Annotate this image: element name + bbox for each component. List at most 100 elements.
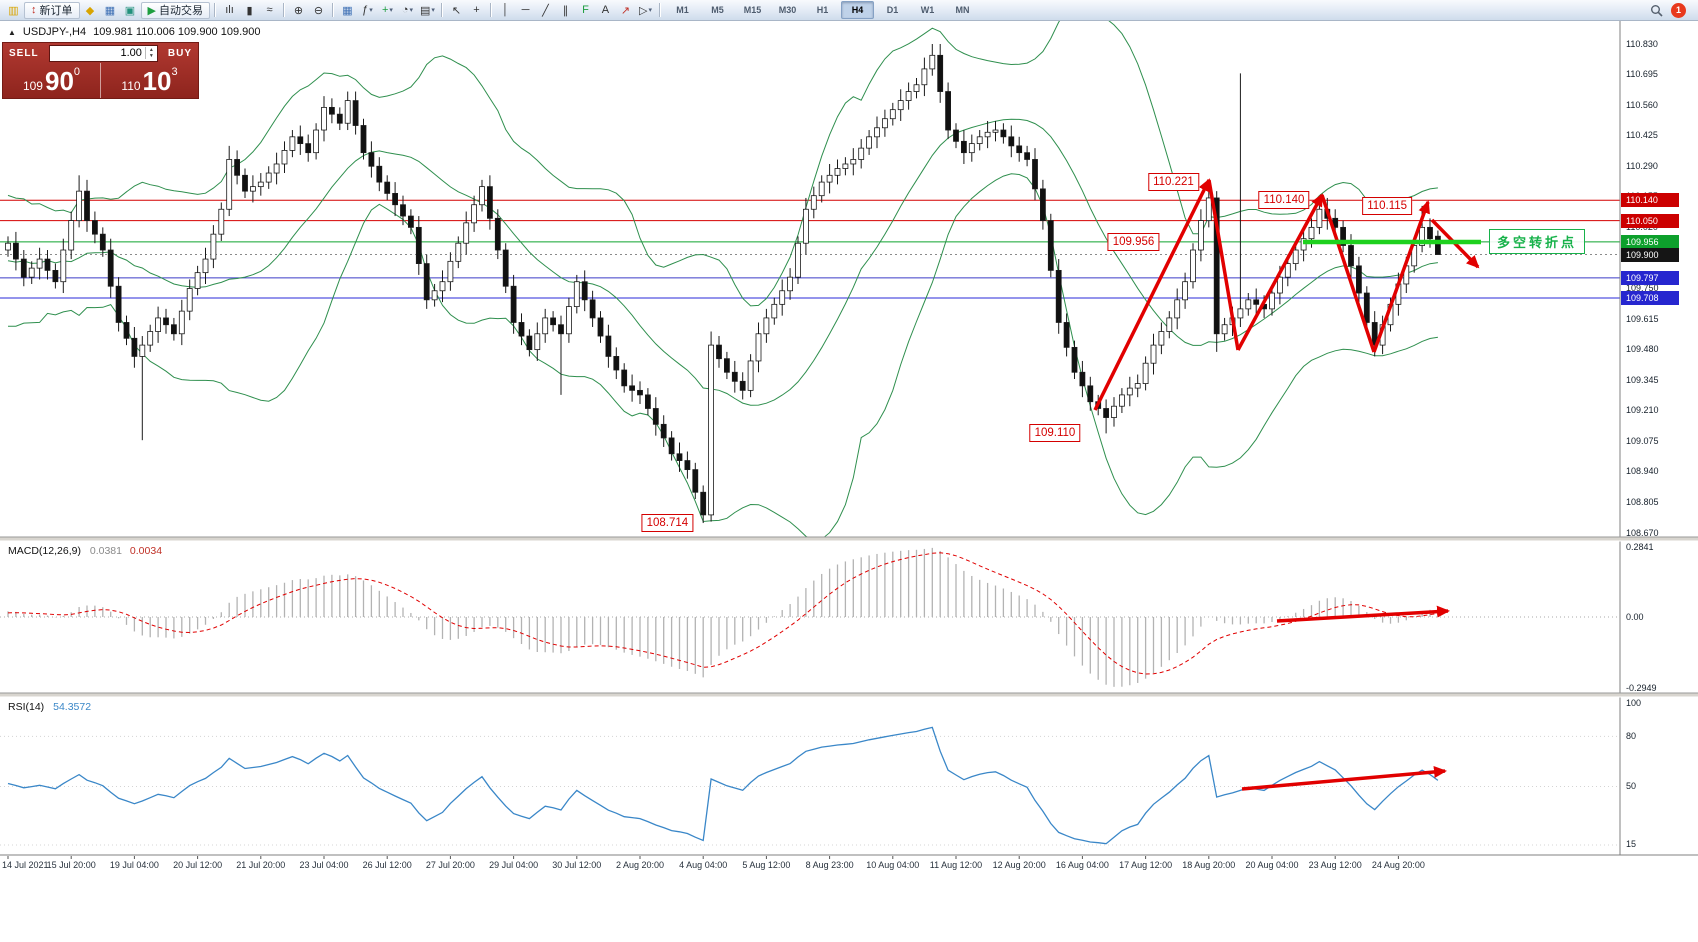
symbol-info: ▲ USDJPY-,H4 109.981 110.006 109.900 109… [8, 26, 261, 38]
periods-icon[interactable]: ◔ [398, 2, 417, 19]
time-axis-label: 20 Jul 12:00 [173, 860, 223, 870]
timeframe-button-MN[interactable]: MN [955, 5, 970, 15]
bar-chart-type-icon[interactable]: ılı [225, 4, 234, 16]
turning-point-label[interactable]: 多空转折点 [1489, 229, 1586, 254]
timeframe-button-M5[interactable]: M5 [711, 5, 724, 15]
rsi-axis-label: 80 [1626, 730, 1637, 741]
macd-axis-label: 0.2841 [1626, 542, 1654, 553]
tile-windows-icon[interactable]: ▦ [342, 4, 353, 17]
price-annotation[interactable]: 110.115 [1362, 196, 1413, 215]
market-watch-icon[interactable]: ▦ [104, 4, 116, 17]
pullback-line-1[interactable] [1207, 179, 1240, 351]
timeframe-button-H4[interactable]: H4 [840, 1, 874, 19]
price-annotation[interactable]: 110.221 [1148, 172, 1199, 191]
price-badge: 110.050 [1621, 213, 1679, 228]
data-window-icon[interactable]: ▣ [124, 4, 136, 17]
price-annotation[interactable]: 108.714 [641, 514, 694, 533]
add-indicator-icon[interactable]: + [378, 2, 397, 19]
timeframe-button-H1[interactable]: H1 [816, 5, 829, 15]
trendline-tool-icon[interactable]: ╱ [542, 4, 549, 17]
timeframe-button-D1[interactable]: D1 [886, 5, 899, 15]
zoom-out-icon[interactable]: ⊖ [313, 4, 324, 17]
rally-arrow-1[interactable] [1093, 178, 1211, 411]
timeframe-button-M1[interactable]: M1 [676, 5, 689, 15]
macd-histogram [7, 547, 1439, 687]
app-logo-icon[interactable]: ▥ [8, 4, 19, 17]
volume-spinner[interactable]: ▲ ▼ [144, 47, 157, 59]
time-axis-label: 18 Aug 20:00 [1182, 860, 1236, 870]
timeframe-button-W1[interactable]: W1 [920, 5, 935, 15]
buy-price-pip: 3 [171, 66, 178, 78]
horizontal-line-tool-icon[interactable]: ─ [521, 4, 530, 16]
buy-price-base: 110 [121, 79, 141, 93]
price-axis-label: 109.345 [1626, 374, 1659, 385]
sell-price-pip: 0 [73, 66, 81, 78]
rsi-trend-arrow[interactable] [1241, 765, 1447, 791]
buy-button[interactable]: BUY [167, 47, 192, 59]
pullback-line-2[interactable] [1320, 194, 1376, 353]
ohlc-values: 109.981 110.006 109.900 109.900 [93, 26, 261, 38]
sell-price-button[interactable]: 109 90 0 [3, 63, 100, 98]
macd-axis-label: 0.00 [1626, 611, 1644, 622]
indicators-list-icon[interactable]: ƒ [358, 2, 377, 19]
mql5-community-icon[interactable]: ◆ [85, 4, 95, 17]
autotrading-label: 自动交易 [158, 5, 203, 17]
notification-badge[interactable]: 1 [1671, 2, 1686, 18]
sell-price-main: 90 [44, 65, 74, 96]
macd-rsi-separator[interactable] [0, 693, 1698, 697]
time-axis-label: 10 Aug 04:00 [866, 860, 920, 870]
timeframe-button-M30[interactable]: M30 [778, 5, 797, 15]
price-badge: 109.708 [1621, 291, 1679, 305]
autotrading-icon: ▶ [147, 4, 156, 17]
crosshair-icon[interactable]: + [473, 4, 480, 16]
price-annotation[interactable]: 109.110 [1029, 424, 1081, 443]
time-axis-label: 14 Jul 2021 [2, 860, 49, 870]
toolbar-separator [213, 3, 216, 17]
line-chart-type-icon[interactable]: ≈ [266, 4, 273, 16]
toolbar-separator [658, 3, 661, 17]
rsi-axis-label: 50 [1626, 781, 1637, 791]
price-axis-label: 110.290 [1626, 160, 1658, 171]
symbol-marker-icon: ▲ [8, 27, 16, 37]
price-annotation[interactable]: 110.140 [1258, 191, 1310, 210]
rally-arrow-2[interactable] [1236, 193, 1324, 351]
spin-down-icon[interactable]: ▼ [148, 53, 154, 59]
time-axis-label: 19 Jul 04:00 [109, 860, 159, 870]
text-tool-icon[interactable]: A [601, 4, 610, 16]
fibonacci-tool-icon[interactable]: F [582, 4, 589, 16]
timeframe-button-M15[interactable]: M15 [743, 5, 762, 15]
time-axis-label: 5 Aug 12:00 [742, 860, 791, 870]
sell-button[interactable]: SELL [9, 47, 39, 59]
search-icon[interactable] [1647, 2, 1666, 19]
volume-input[interactable] [49, 46, 145, 60]
rsi-axis-label: 15 [1626, 839, 1637, 850]
chart-drawings[interactable] [1093, 178, 1481, 791]
price-level-lines[interactable] [0, 199, 1620, 299]
rally-arrow-3[interactable] [1372, 200, 1430, 353]
timeframe-toolbar: M1 M5 M15 M30 H1 H4 D1 W1 MN [665, 1, 980, 19]
volume-stepper[interactable]: ▲▼ [48, 44, 158, 62]
price-badge: 109.797 [1621, 270, 1679, 285]
new-order-label: 新订单 [39, 5, 73, 17]
cursor-icon[interactable]: ↖ [451, 4, 462, 17]
buy-price-button[interactable]: 110 10 3 [100, 63, 198, 98]
new-order-icon: ↕ [31, 4, 37, 16]
price-annotation[interactable]: 109.956 [1107, 232, 1160, 251]
autotrading-button[interactable]: ▶ 自动交易 [140, 1, 210, 19]
price-axis-label: 108.940 [1626, 466, 1659, 477]
price-axis-label: 109.210 [1626, 405, 1659, 416]
shapes-tool-icon[interactable]: ▷ [636, 2, 655, 19]
candlestick-chart-type-icon[interactable]: ▮ [246, 4, 253, 17]
spin-up-icon[interactable]: ▲ [148, 47, 154, 53]
candlestick-series[interactable] [5, 44, 1441, 524]
new-order-button[interactable]: ↕ 新订单 [24, 1, 80, 19]
templates-icon[interactable]: ▤ [418, 2, 437, 19]
arrow-tool-icon[interactable]: ↗ [620, 4, 631, 17]
macd-trend-arrow[interactable] [1276, 605, 1450, 623]
main-macd-separator[interactable] [0, 537, 1698, 541]
vertical-line-tool-icon[interactable]: │ [502, 4, 509, 16]
zoom-in-icon[interactable]: ⊕ [293, 4, 304, 17]
time-axis-label: 15 Jul 20:00 [46, 860, 96, 870]
channel-tool-icon[interactable]: ∥ [562, 4, 569, 17]
